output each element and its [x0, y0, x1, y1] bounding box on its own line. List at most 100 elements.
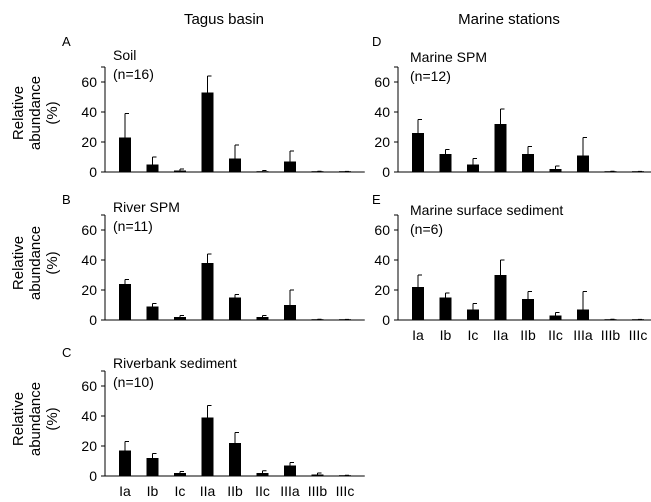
bar-Ib — [146, 306, 159, 320]
y-tick-label: 60 — [374, 74, 390, 90]
bar-IIc — [549, 169, 562, 172]
bar-IIIb — [311, 474, 324, 476]
header-left: Tagus basin — [184, 11, 264, 28]
bar-IIa — [201, 263, 214, 320]
bar-IIa — [201, 417, 214, 476]
panel-letter: E — [372, 192, 381, 207]
bar-Ic — [174, 170, 186, 172]
bar-Ic — [467, 309, 479, 320]
x-tick-label-Ic: Ic — [175, 483, 186, 497]
y-tick-label: 0 — [382, 164, 390, 180]
panel-e: E Marine surface sediment (n=6) 0 20 40 60 Ia Ib… — [372, 192, 651, 343]
bar-IIIa — [284, 161, 296, 172]
y-tick-label: 60 — [374, 222, 390, 238]
y-tick-label: 20 — [81, 134, 97, 150]
panel-annotation: (n=12) — [410, 68, 451, 84]
bar-Ic — [467, 164, 479, 172]
panel-annotation: (n=16) — [113, 66, 154, 82]
y-tick-label: 20 — [374, 134, 390, 150]
y-axis-label-line: abundance — [27, 226, 44, 300]
panel-annotation: Soil — [113, 47, 136, 63]
bar-Ic — [174, 317, 186, 320]
y-tick-label: 40 — [81, 104, 97, 120]
y-tick-label: 40 — [81, 252, 97, 268]
y-axis-label-line: (%) — [44, 101, 61, 124]
bar-Ib — [146, 458, 159, 476]
panel-d: D Marine SPM (n=12) 0 20 40 60 — [372, 34, 651, 180]
panel-b: B River SPM (n=11) 0 20 40 60 — [62, 192, 365, 328]
panel-c: C Riverbank sediment (n=10) 0 20 40 60 Ia Ib Ic II… — [62, 345, 365, 499]
y-tick-label: 60 — [81, 378, 97, 394]
x-tick-label-IIc: IIc — [548, 327, 563, 343]
bar-Ib — [146, 164, 159, 172]
x-tick-label-IIb: IIb — [520, 327, 536, 343]
y-axis-label-line: Relative — [10, 86, 27, 140]
bar-Ia — [412, 133, 424, 172]
bar-IIIa — [577, 309, 589, 320]
bar-Ia — [119, 284, 131, 320]
bar-Ia — [119, 137, 131, 172]
x-tick-label-IIIa: IIIa — [280, 483, 300, 497]
panel-letter: A — [62, 34, 71, 49]
bar-Ia — [119, 450, 131, 476]
panel-letter: D — [372, 34, 381, 49]
y-axis-label-b: Relative abundance (%) — [10, 226, 61, 300]
bar-IIc — [256, 473, 269, 476]
bar-IIb — [522, 154, 534, 172]
y-axis-label-line: abundance — [27, 382, 44, 456]
y-tick-label: 60 — [81, 74, 97, 90]
x-tick-label-Ia: Ia — [119, 483, 131, 497]
y-axis-label-line: abundance — [27, 76, 44, 150]
y-axis-label-c: Relative abundance (%) — [10, 382, 61, 456]
x-tick-label-IIIa: IIIa — [573, 327, 593, 343]
panel-annotation: (n=6) — [410, 221, 443, 237]
x-tick-label-IIc: IIc — [255, 483, 270, 497]
y-tick-label: 0 — [89, 312, 97, 328]
bar-IIb — [522, 299, 534, 320]
bar-Ib — [439, 154, 452, 172]
panel-annotation: Marine SPM — [410, 49, 487, 65]
bar-IIb — [229, 158, 241, 172]
bar-Ic — [174, 473, 186, 476]
y-axis-label-line: Relative — [10, 236, 27, 290]
y-axis-label-line: Relative — [10, 392, 27, 446]
panel-letter: B — [62, 192, 71, 207]
bar-IIc — [256, 317, 269, 320]
x-tick-label-Ib: Ib — [440, 327, 452, 343]
y-axis-label-line: (%) — [44, 407, 61, 430]
y-tick-label: 40 — [374, 104, 390, 120]
bar-IIb — [229, 297, 241, 320]
bar-IIIa — [284, 305, 296, 320]
bar-Ib — [439, 297, 452, 320]
panel-annotation: (n=10) — [113, 374, 154, 390]
bar-IIa — [494, 275, 507, 320]
header-right: Marine stations — [458, 11, 560, 28]
panel-annotation: River SPM — [113, 199, 180, 215]
bar-IIb — [229, 443, 241, 476]
y-tick-label: 40 — [81, 408, 97, 424]
y-tick-label: 20 — [374, 282, 390, 298]
x-tick-label-IIIc: IIIc — [336, 483, 355, 497]
bar-IIIa — [284, 465, 296, 476]
panel-annotation: Riverbank sediment — [113, 355, 237, 371]
x-tick-label-Ia: Ia — [412, 327, 424, 343]
y-tick-label: 0 — [89, 468, 97, 484]
y-tick-label: 40 — [374, 252, 390, 268]
panel-letter: C — [62, 345, 71, 360]
y-axis-label-line: (%) — [44, 251, 61, 274]
x-tick-label-IIIb: IIIb — [308, 483, 328, 497]
x-tick-label-Ib: Ib — [147, 483, 159, 497]
y-tick-label: 0 — [89, 164, 97, 180]
bar-IIIa — [577, 155, 589, 172]
x-tick-label-IIa: IIa — [493, 327, 509, 343]
bar-IIa — [201, 92, 214, 172]
y-tick-label: 60 — [81, 222, 97, 238]
x-tick-label-IIIc: IIIc — [629, 327, 648, 343]
x-tick-label-IIb: IIb — [227, 483, 243, 497]
x-tick-label-IIa: IIa — [200, 483, 216, 497]
y-axis-label-a: Relative abundance (%) — [10, 76, 61, 150]
bar-IIc — [549, 315, 562, 320]
y-tick-label: 20 — [81, 438, 97, 454]
y-tick-label: 0 — [382, 312, 390, 328]
